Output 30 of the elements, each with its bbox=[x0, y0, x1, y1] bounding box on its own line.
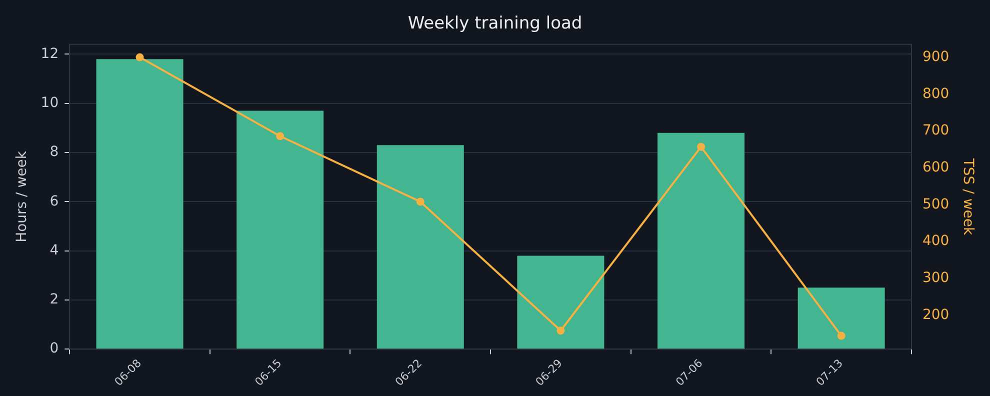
point bbox=[556, 326, 565, 335]
bar bbox=[236, 110, 324, 349]
y-tick-label: 10 bbox=[40, 95, 59, 112]
y-tick-label: 8 bbox=[50, 144, 59, 160]
y-tick-label: 12 bbox=[40, 46, 59, 62]
point bbox=[697, 142, 706, 151]
bar bbox=[517, 256, 604, 349]
point bbox=[416, 198, 424, 206]
point bbox=[837, 332, 846, 340]
y-axis-title: Hours / week bbox=[14, 150, 30, 242]
bar bbox=[658, 132, 745, 349]
bar bbox=[376, 145, 464, 349]
y-tick-label: 2 bbox=[50, 292, 59, 308]
y2-tick-label: 600 bbox=[922, 159, 950, 176]
chart-title: Weekly training load bbox=[408, 14, 582, 34]
bar bbox=[798, 288, 885, 349]
y2-tick-label: 800 bbox=[922, 86, 950, 102]
y-tick-label: 6 bbox=[50, 193, 59, 210]
point bbox=[276, 132, 284, 140]
y-tick-label: 0 bbox=[50, 340, 59, 357]
y2-axis-title: TSS / week bbox=[960, 157, 976, 236]
y-tick-label: 4 bbox=[50, 242, 59, 258]
bar bbox=[96, 59, 184, 349]
point bbox=[136, 53, 144, 62]
y2-tick-label: 700 bbox=[922, 122, 950, 139]
y2-tick-label: 500 bbox=[922, 196, 950, 212]
y2-tick-label: 300 bbox=[922, 270, 950, 286]
y2-tick-label: 900 bbox=[922, 48, 950, 65]
y2-tick-label: 200 bbox=[922, 306, 950, 323]
y2-tick-label: 400 bbox=[922, 233, 950, 250]
